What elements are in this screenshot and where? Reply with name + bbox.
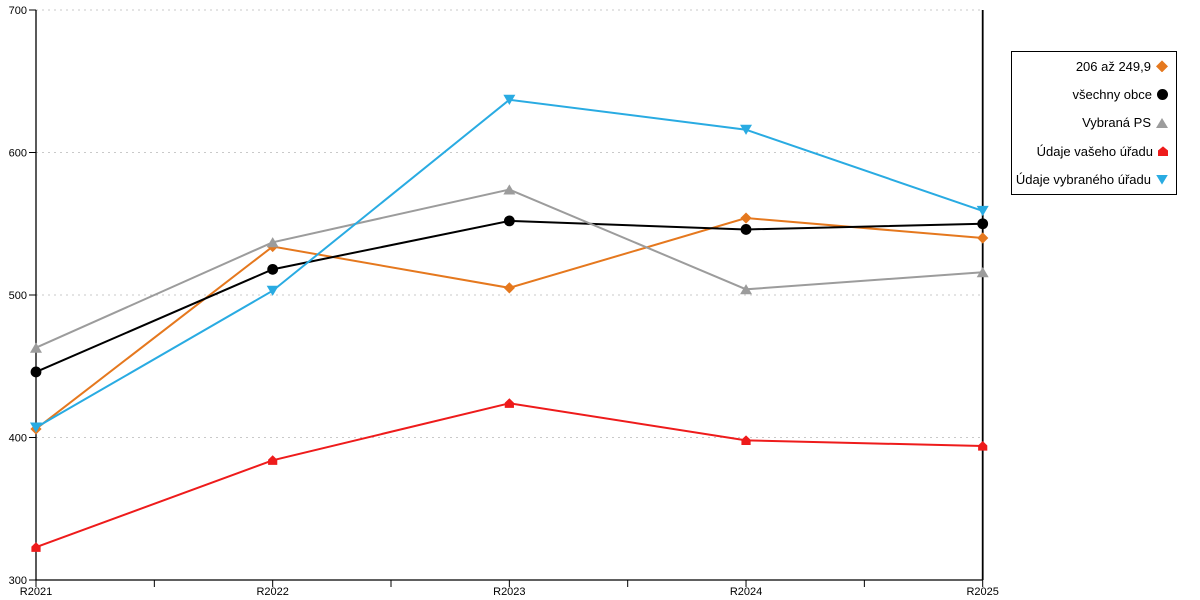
data-point-marker: [503, 184, 516, 195]
y-tick-label: 400: [9, 433, 27, 445]
legend-label: všechny obce: [1072, 87, 1153, 103]
legend-item: Údaje vybraného úřadu: [1012, 166, 1176, 194]
data-point-marker: [978, 441, 988, 451]
legend-item: Vybraná PS: [1012, 109, 1176, 137]
series-line-2: [35, 219, 983, 373]
data-point-marker: [266, 237, 279, 248]
y-tick-label: 700: [9, 5, 27, 17]
data-point-marker: [30, 342, 42, 353]
x-tick-label: R2025: [966, 586, 998, 598]
data-point-marker: [503, 215, 515, 227]
triangle-down-marker-icon: [1156, 174, 1168, 185]
data-point-marker: [741, 435, 751, 445]
data-point-marker: [740, 124, 753, 135]
data-point-marker: [740, 212, 752, 224]
data-point-marker: [30, 366, 42, 378]
triangle-up-marker-icon: [1156, 117, 1168, 128]
data-point-marker: [503, 282, 515, 294]
data-point-marker: [740, 224, 752, 235]
data-point-marker: [31, 542, 41, 552]
y-tick-label: 600: [9, 148, 27, 160]
x-tick-label: R2022: [256, 586, 288, 598]
data-point-marker: [268, 455, 278, 465]
x-tick-label: R2023: [493, 586, 525, 598]
legend-item: 206 až 249,9: [1012, 52, 1176, 80]
y-tick-label: 300: [9, 575, 27, 587]
legend-item: Údaje vašeho úřadu: [1012, 137, 1176, 165]
data-point-marker: [503, 94, 516, 105]
data-point-marker: [30, 422, 42, 433]
data-point-marker: [977, 232, 989, 244]
legend-label: 206 až 249,9: [1075, 58, 1151, 74]
series-line-1: [35, 217, 983, 430]
legend-label: Údaje vybraného úřadu: [1015, 172, 1151, 188]
legend-item: všechny obce: [1012, 81, 1176, 109]
data-point-marker: [977, 218, 989, 230]
y-tick-label: 500: [9, 290, 27, 302]
data-point-marker: [976, 267, 989, 278]
data-point-marker: [976, 205, 989, 217]
legend: 206 až 249,9 všechny obce Vybraná PS Údaje …: [1011, 51, 1177, 195]
x-tick-label: R2021: [20, 586, 52, 598]
diamond-marker-icon: [1156, 60, 1168, 73]
pentagon-up-marker-icon: [1158, 146, 1168, 157]
series-line-4: [35, 402, 983, 549]
series-line-3: [35, 188, 983, 349]
data-point-marker: [267, 263, 279, 275]
x-tick-label: R2024: [730, 586, 762, 598]
legend-label: Údaje vašeho úřadu: [1036, 143, 1153, 159]
legend-label: Vybraná PS: [1082, 115, 1151, 131]
data-point-marker: [266, 285, 279, 296]
data-point-marker: [740, 284, 753, 295]
data-point-marker: [504, 398, 514, 408]
series-line-5: [35, 98, 984, 429]
circle-marker-icon: [1157, 89, 1168, 101]
